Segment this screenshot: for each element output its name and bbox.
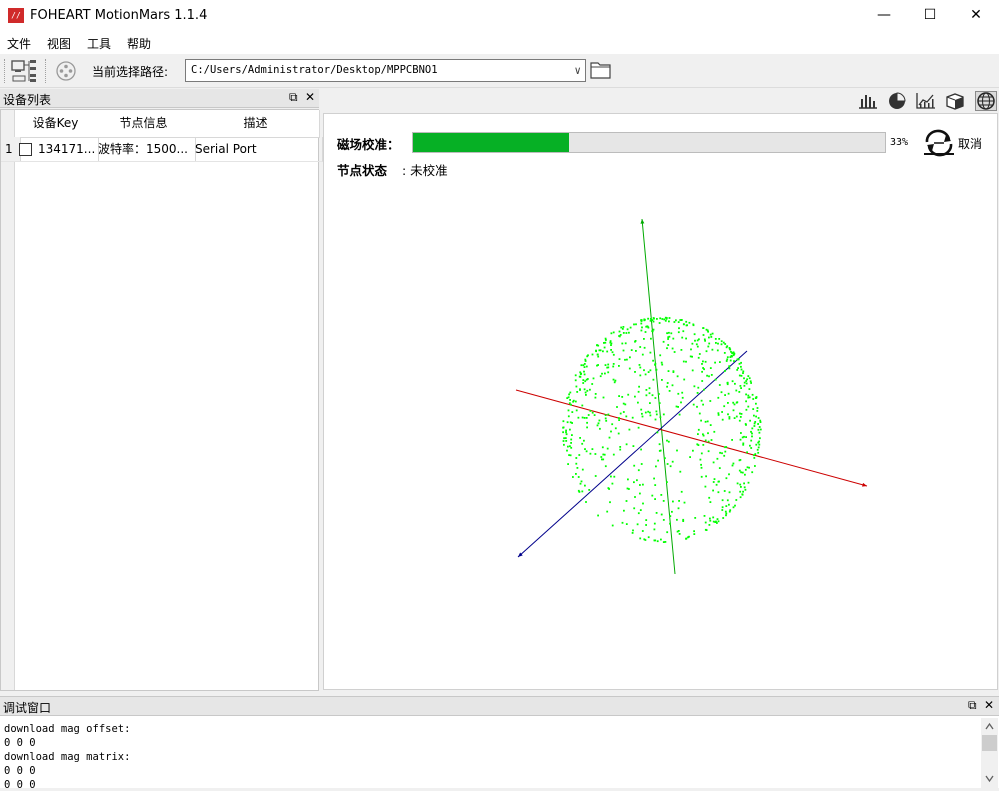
app-logo-icon: //口 — [8, 8, 24, 35]
bar-chart-icon — [859, 95, 877, 109]
toolbar: 当前选择路径: C:/Users/Administrator/Desktop/M… — [0, 54, 999, 88]
record-button[interactable] — [55, 60, 77, 82]
column-header-key[interactable]: 设备Key — [16, 110, 96, 138]
path-label: 当前选择路径: — [92, 65, 169, 79]
menu-tools[interactable]: 工具 — [87, 37, 112, 51]
refresh-cancel-icon — [924, 129, 954, 157]
column-header-desc[interactable]: 描述 — [192, 110, 320, 138]
y-axis-arrow — [640, 219, 645, 224]
path-value: C:/Users/Administrator/Desktop/MPPCBNO1 — [191, 64, 438, 76]
x-axis-line — [515, 389, 868, 487]
chevron-down-icon[interactable]: ∨ — [574, 64, 581, 77]
close-icon[interactable]: ✕ — [305, 90, 316, 104]
cancel-button[interactable]: 取消 — [922, 128, 988, 158]
float-icon[interactable]: ⧉ — [968, 698, 977, 712]
node-status-value: : 未校准 — [402, 163, 448, 178]
cancel-label: 取消 — [958, 137, 983, 151]
menu-view[interactable]: 视图 — [47, 37, 72, 51]
menu-bar: 文件 视图 工具 帮助 — [0, 31, 999, 54]
view-toolbar — [323, 89, 999, 113]
calibration-viewer: 磁场校准： 33% 取消 节点状态 : 未校准 — [323, 113, 998, 690]
close-icon[interactable]: ✕ — [984, 698, 995, 712]
bar-chart-view-button[interactable] — [857, 91, 879, 111]
browse-folder-button[interactable] — [590, 60, 612, 80]
y-axis-line — [641, 218, 676, 575]
device-panel-header: 设备列表 ⧉ ✕ — [0, 89, 319, 108]
point-cloud — [562, 316, 762, 543]
title-bar: //口 FOHEART MotionMars 1.1.4 — ☐ ✕ — [0, 0, 999, 35]
menu-help[interactable]: 帮助 — [127, 37, 152, 51]
column-header-node-info[interactable]: 节点信息 — [95, 110, 193, 138]
log-line: download mag offset: — [4, 723, 131, 735]
log-line: 0 0 0 — [4, 765, 36, 777]
folder-icon — [590, 62, 611, 79]
mag-calibration-3d-view[interactable] — [324, 114, 999, 691]
pie-chart-view-button[interactable] — [886, 91, 908, 111]
device-checkbox[interactable] — [19, 143, 32, 156]
progress-percent: 33% — [890, 137, 909, 148]
film-reel-icon — [56, 61, 76, 81]
device-desc: Serial Port — [192, 137, 323, 162]
log-line: download mag matrix: — [4, 751, 131, 763]
device-node-info: 波特率：1500... — [95, 137, 196, 162]
toolbar-separator — [45, 59, 46, 83]
cube-icon — [946, 93, 964, 110]
float-icon[interactable]: ⧉ — [289, 90, 298, 104]
debug-panel-header: 调试窗口 ⧉ ✕ — [0, 696, 999, 716]
device-tree-button[interactable] — [11, 57, 37, 85]
calibration-view-button[interactable] — [975, 91, 997, 111]
pie-chart-icon — [889, 92, 906, 109]
log-line: 0 0 0 — [4, 737, 36, 749]
progress-fill — [413, 133, 569, 152]
line-chart-view-button[interactable] — [915, 91, 937, 111]
log-line: 0 0 0 — [4, 779, 36, 791]
x-axis-arrow — [862, 482, 867, 487]
line-chart-icon — [916, 93, 935, 109]
debug-panel-title: 调试窗口 — [3, 701, 52, 715]
debug-log[interactable]: download mag offset: 0 0 0 download mag … — [0, 716, 999, 791]
device-key: 134171... — [38, 142, 96, 156]
toolbar-grip — [4, 59, 5, 83]
z-axis-arrow — [518, 552, 523, 557]
menu-file[interactable]: 文件 — [7, 37, 32, 51]
device-table: 设备Key 节点信息 描述 1 134171... 波特率：1500... Se… — [0, 109, 323, 691]
calibration-label: 磁场校准： — [337, 137, 400, 152]
z-axis-line — [517, 350, 748, 558]
calibration-progress-bar — [412, 132, 886, 153]
window-title: FOHEART MotionMars 1.1.4 — [30, 8, 208, 23]
path-combobox[interactable]: C:/Users/Administrator/Desktop/MPPCBNO1 … — [185, 59, 586, 82]
row-header-column — [1, 110, 15, 690]
globe-icon — [977, 92, 995, 110]
minimize-button[interactable]: — — [877, 7, 891, 23]
3d-view-button[interactable] — [944, 91, 966, 111]
close-button[interactable]: ✕ — [970, 7, 982, 23]
vertical-scrollbar[interactable] — [981, 718, 998, 788]
device-panel-title: 设备列表 — [3, 93, 52, 107]
node-status-label: 节点状态 — [337, 163, 388, 178]
scrollbar-graphics — [982, 722, 997, 783]
table-row[interactable]: 134171... — [16, 137, 99, 162]
device-tree-icon — [11, 60, 36, 82]
maximize-button[interactable]: ☐ — [923, 7, 937, 23]
